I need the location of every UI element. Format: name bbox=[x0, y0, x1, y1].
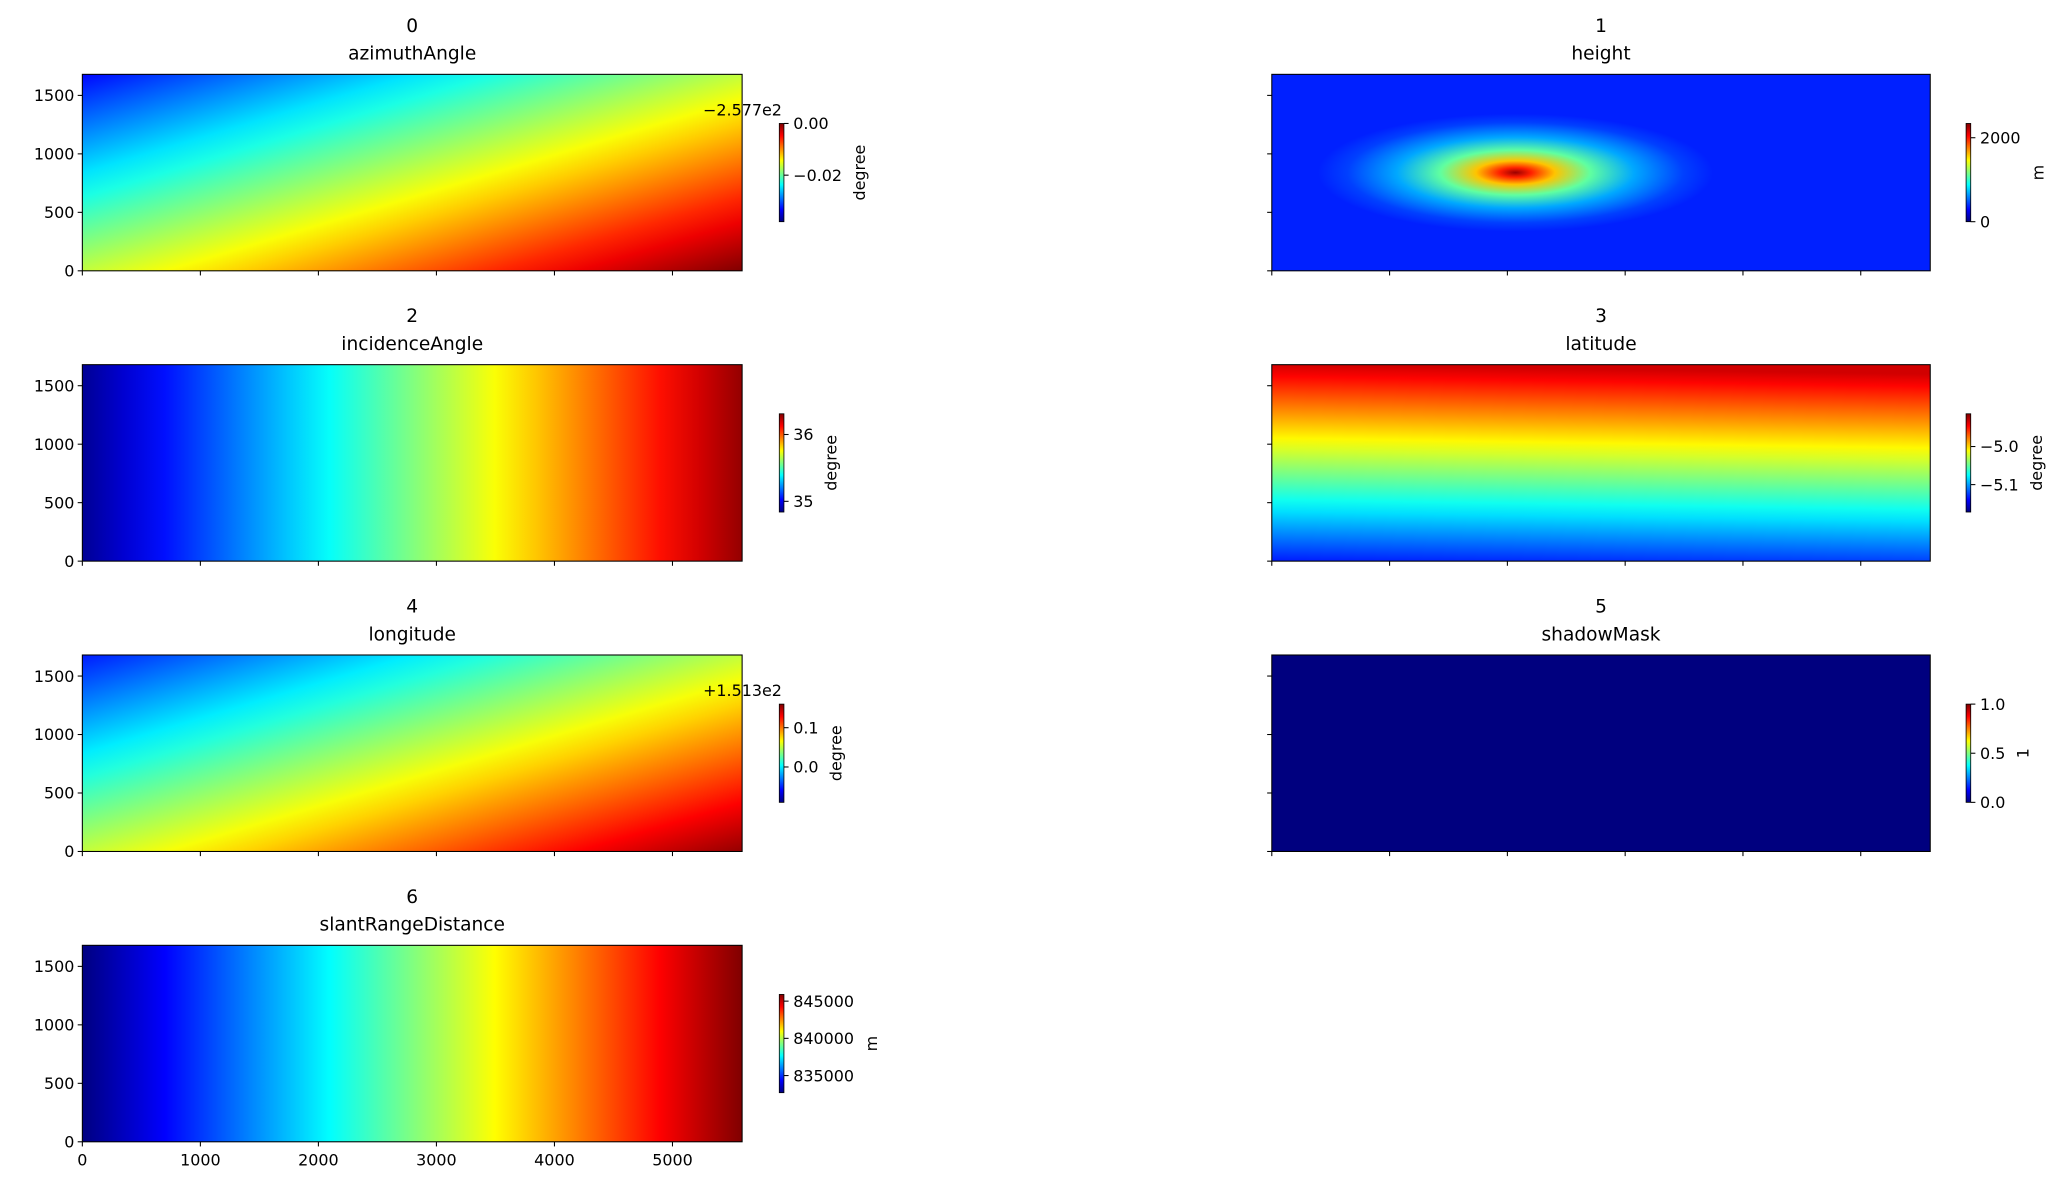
y-tick-label: 0 bbox=[64, 262, 74, 281]
subplot: 5 shadowMask 0.0 0.5 1.0 1 bbox=[1267, 597, 2032, 857]
subplot: 2 incidenceAngle 0 500 1000 1500 35 36 degree bbox=[34, 306, 841, 571]
colorbar bbox=[1965, 123, 1972, 223]
colorbar-tick-label: 2000 bbox=[1980, 128, 2021, 147]
axes-frame bbox=[81, 944, 743, 1143]
colorbar-tick-label: 35 bbox=[793, 492, 813, 511]
y-tick-label: 0 bbox=[64, 842, 74, 861]
panel-title: slantRangeDistance bbox=[320, 915, 505, 936]
heatmap-image bbox=[82, 654, 743, 852]
axes-frame bbox=[1271, 654, 1931, 852]
y-tick-label: 1500 bbox=[34, 667, 75, 686]
colorbar-label: degree bbox=[2027, 435, 2046, 491]
colorbar-tick-label: 0.1 bbox=[793, 718, 818, 737]
heatmap-image bbox=[1271, 654, 1931, 852]
y-tick-label: 1500 bbox=[34, 376, 75, 395]
panel-title: incidenceAngle bbox=[341, 334, 483, 355]
colorbar bbox=[1965, 413, 1972, 513]
colorbar-tick-label: −5.0 bbox=[1980, 437, 2019, 456]
colorbar bbox=[778, 994, 785, 1094]
colorbar-tick-label: 835000 bbox=[793, 1066, 854, 1085]
y-tick-label: 1000 bbox=[34, 435, 75, 454]
panel-index: 0 bbox=[406, 16, 418, 37]
panel-title: latitude bbox=[1565, 334, 1636, 355]
subplot: 4 longitude 0 500 1000 1500 0.0 0.1 degree +1.513… bbox=[34, 597, 846, 862]
colorbar-tick-label: 0.0 bbox=[793, 758, 818, 777]
heatmap-image bbox=[1271, 364, 1931, 562]
colorbar-tick-label: 0.00 bbox=[793, 114, 828, 133]
y-tick-label: 0 bbox=[64, 1133, 74, 1152]
colorbar-tick-label: 36 bbox=[793, 425, 813, 444]
colorbar bbox=[778, 703, 785, 803]
colorbar-tick-label: −5.1 bbox=[1980, 475, 2019, 494]
x-tick-label: 3000 bbox=[416, 1151, 457, 1170]
subplot: 1 height 0 2000 m bbox=[1267, 16, 2048, 276]
heatmap-image bbox=[82, 364, 743, 562]
colorbar bbox=[1965, 703, 1972, 803]
panel-title: longitude bbox=[368, 624, 456, 645]
panel-index: 1 bbox=[1595, 16, 1607, 37]
y-tick-label: 1500 bbox=[34, 957, 75, 976]
colorbar-tick-label: 0.5 bbox=[1980, 744, 2005, 763]
colorbar-label: 1 bbox=[2013, 748, 2032, 758]
x-tick-label: 1000 bbox=[180, 1151, 221, 1170]
panel-title: height bbox=[1571, 44, 1630, 65]
y-tick-label: 0 bbox=[64, 552, 74, 571]
y-tick-label: 1000 bbox=[34, 145, 75, 164]
y-tick-label: 500 bbox=[44, 784, 74, 803]
colorbar-tick-label: 1.0 bbox=[1980, 695, 2005, 714]
colorbar-label: degree bbox=[827, 725, 846, 781]
axes-frame bbox=[1271, 364, 1931, 562]
y-tick-label: 500 bbox=[44, 203, 74, 222]
colorbar bbox=[778, 123, 785, 223]
axes-frame bbox=[81, 364, 743, 562]
colorbar-tick-label: 840000 bbox=[793, 1029, 854, 1048]
subplot: 0 azimuthAngle 0 500 1000 1500 −0.02 0.00 degree… bbox=[34, 16, 869, 281]
panel-index: 4 bbox=[406, 597, 418, 618]
colorbar-tick-label: 0 bbox=[1980, 212, 1990, 231]
subplot: 3 latitude −5.1 −5.0 degree bbox=[1267, 306, 2046, 566]
colorbar-tick-label: 845000 bbox=[793, 992, 854, 1011]
y-tick-label: 500 bbox=[44, 493, 74, 512]
panel-index: 3 bbox=[1595, 306, 1607, 327]
axes-frame bbox=[1271, 73, 1931, 272]
subplot: 6 slantRangeDistance 0 500 1000 1500 0 1000 2000… bbox=[34, 887, 881, 1170]
y-tick-label: 1000 bbox=[34, 725, 75, 744]
panel-index: 5 bbox=[1595, 597, 1607, 618]
panel-index: 6 bbox=[406, 887, 418, 908]
x-tick-label: 4000 bbox=[534, 1151, 575, 1170]
colorbar-label: degree bbox=[850, 145, 869, 201]
offset-text: +1.513e2 bbox=[703, 681, 782, 700]
colorbar-label: m bbox=[862, 1036, 881, 1052]
x-tick-label: 5000 bbox=[652, 1151, 693, 1170]
x-tick-label: 2000 bbox=[298, 1151, 339, 1170]
axes-frame bbox=[81, 73, 743, 272]
heatmap-image bbox=[82, 74, 743, 271]
heatmap-image bbox=[1271, 74, 1931, 271]
heatmap-image bbox=[82, 945, 743, 1142]
colorbar-label: m bbox=[2029, 165, 2048, 181]
offset-text: −2.577e2 bbox=[703, 100, 782, 119]
y-tick-label: 500 bbox=[44, 1074, 74, 1093]
colorbar-label: degree bbox=[822, 435, 841, 491]
panel-title: azimuthAngle bbox=[348, 44, 476, 65]
panel-index: 2 bbox=[406, 306, 418, 327]
colorbar bbox=[778, 413, 785, 513]
y-tick-label: 1500 bbox=[34, 86, 75, 105]
colorbar-tick-label: −0.02 bbox=[793, 166, 842, 185]
panel-title: shadowMask bbox=[1541, 624, 1660, 645]
x-tick-label: 0 bbox=[77, 1151, 87, 1170]
axes-frame bbox=[81, 654, 743, 852]
colorbar-tick-label: 0.0 bbox=[1980, 793, 2005, 812]
y-tick-label: 1000 bbox=[34, 1016, 75, 1035]
